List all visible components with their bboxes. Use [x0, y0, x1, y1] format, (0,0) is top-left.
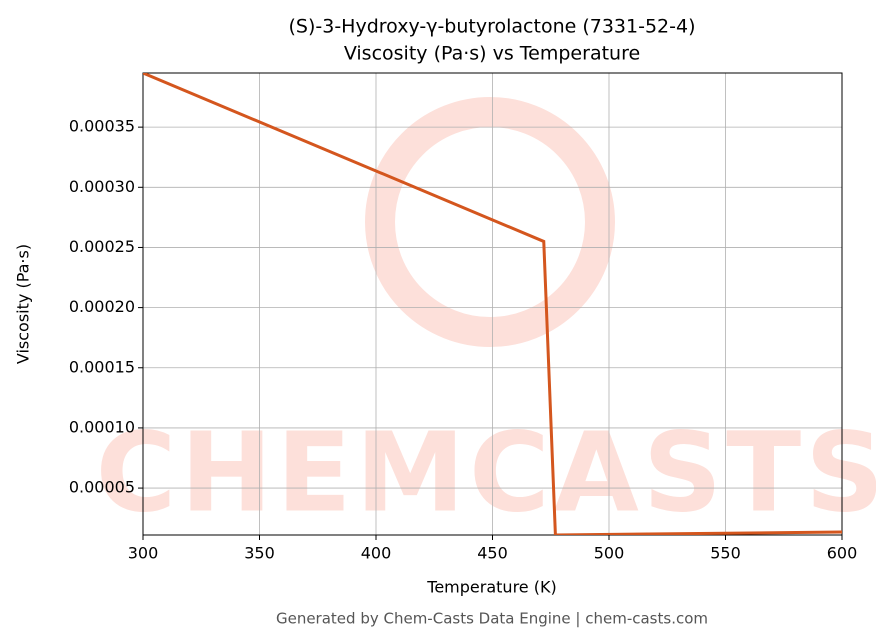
- x-tick-label: 300: [128, 544, 159, 563]
- x-tick-label: 450: [477, 544, 508, 563]
- chart-subtitle: Viscosity (Pa·s) vs Temperature: [344, 43, 640, 65]
- y-tick-label: 0.00015: [69, 357, 135, 376]
- data-line: [143, 73, 842, 535]
- x-tick-label: 550: [710, 544, 741, 563]
- footer: Generated by Chem-Casts Data Engine | ch…: [276, 610, 708, 628]
- plot-frame: [142, 72, 843, 536]
- x-axis-label: Temperature (K): [426, 578, 556, 597]
- x-tick-label: 400: [361, 544, 392, 563]
- watermark-logo: [365, 97, 615, 347]
- y-axis-label: Viscosity (Pa·s): [14, 244, 33, 364]
- y-tick-label: 0.00025: [69, 237, 135, 256]
- chart-title: (S)-3-Hydroxy-γ-butyrolactone (7331-52-4…: [288, 16, 695, 38]
- y-tick-label: 0.00005: [69, 478, 135, 497]
- y-tick-label: 0.00030: [69, 177, 135, 196]
- watermark: CHEMCASTS: [96, 408, 876, 536]
- x-tick-label: 350: [244, 544, 275, 563]
- x-tick-label: 600: [827, 544, 858, 563]
- y-tick-label: 0.00035: [69, 117, 135, 136]
- y-tick-label: 0.00010: [69, 417, 135, 436]
- y-tick-label: 0.00020: [69, 297, 135, 316]
- x-tick-label: 500: [594, 544, 625, 563]
